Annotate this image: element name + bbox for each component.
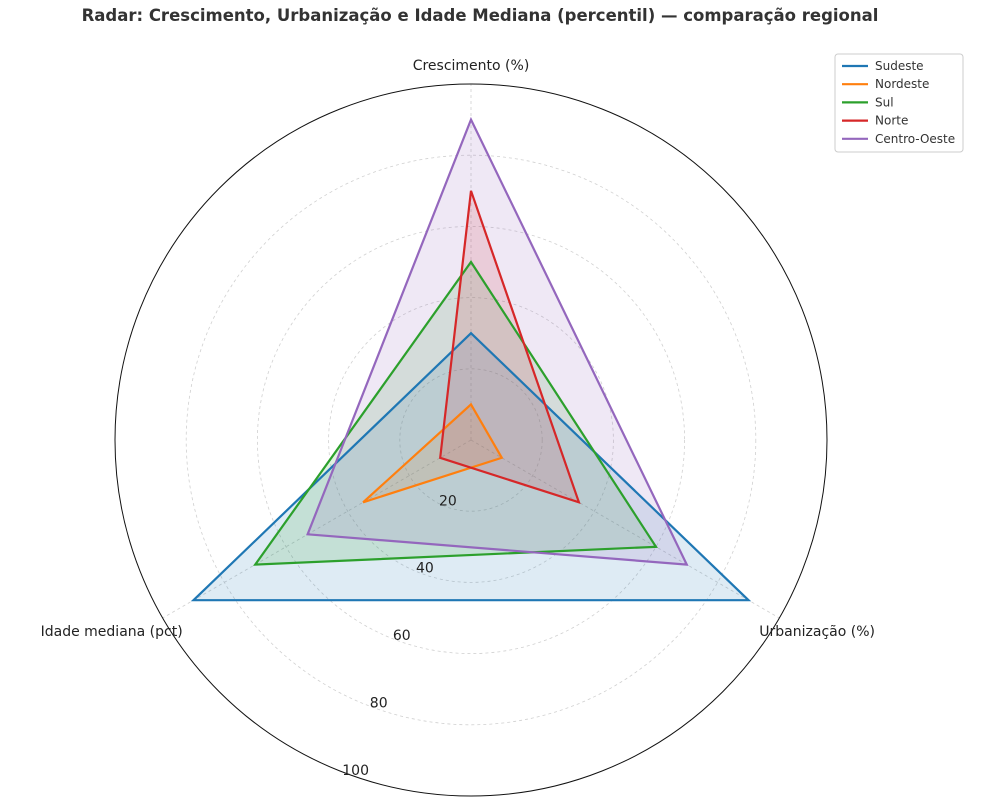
- grid-circle-80: [185, 154, 757, 726]
- grid-layer: [114, 83, 828, 797]
- axis-label-2: Idade mediana (pct): [41, 624, 183, 640]
- legend-box: [834, 53, 964, 153]
- series-line-0: [190, 331, 752, 602]
- legend: Sudeste Nordeste Sul Norte Centro-Oeste: [834, 53, 964, 153]
- outer-frame: [114, 83, 828, 797]
- legend-label-1: Nordeste: [875, 77, 929, 91]
- series-line-2: [252, 260, 658, 566]
- legend-label-4: Centro-Oeste: [875, 132, 955, 146]
- chart-title: Radar: Crescimento, Urbanização e Idade …: [81, 6, 879, 25]
- grid-circle-60: [256, 225, 686, 655]
- spoke-2: [162, 439, 472, 619]
- series-layer: [190, 116, 752, 602]
- axis-label-1: Urbanização (%): [759, 624, 875, 640]
- series-fill-2: [255, 262, 656, 565]
- axis-label-0: Crescimento (%): [413, 58, 530, 74]
- series-line-1: [362, 402, 504, 504]
- tick-label-60: 60: [393, 628, 411, 644]
- series-fill-4: [307, 119, 687, 565]
- legend-label-3: Norte: [875, 114, 908, 128]
- label-layer: Crescimento (%) Urbanização (%) Idade medi…: [41, 58, 875, 779]
- tick-label-20: 20: [439, 493, 457, 509]
- legend-label-0: Sudeste: [875, 59, 924, 73]
- series-fill-1: [363, 404, 502, 503]
- series-line-3: [439, 190, 581, 505]
- grid-circle-20: [399, 368, 543, 512]
- tick-label-40: 40: [416, 561, 434, 577]
- tick-label-100: 100: [342, 763, 369, 779]
- spoke-1: [470, 439, 780, 619]
- tick-label-80: 80: [370, 695, 388, 711]
- legend-label-2: Sul: [875, 95, 894, 109]
- series-line-4: [306, 116, 689, 566]
- grid-circle-40: [328, 297, 614, 583]
